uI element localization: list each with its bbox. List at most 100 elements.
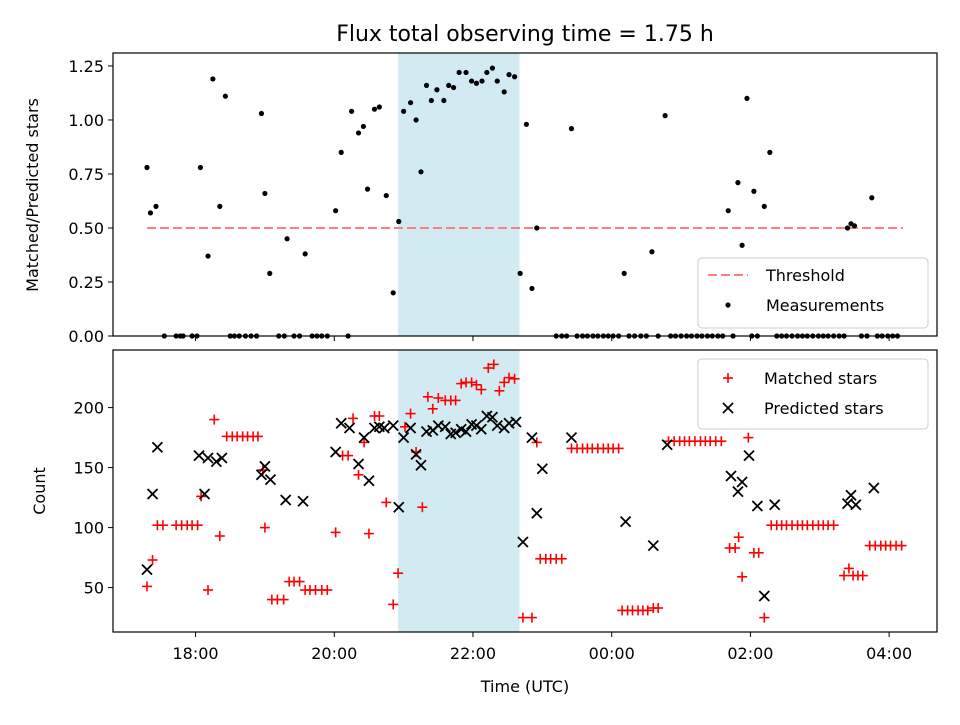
legend-threshold-label: Threshold [765,266,845,285]
predicted-point [216,452,228,464]
cross-b [202,452,214,464]
predicted-point [363,475,375,487]
cross-b [510,416,522,428]
measurement-point [147,210,154,216]
matched-point [433,393,444,403]
matched-point [488,359,499,370]
top-y-tick-label: 0.00 [68,327,104,346]
x-tick-label: 18:00 [172,644,218,663]
measurement-point [434,87,440,93]
cross-b [465,418,478,431]
measurement-point [621,270,627,276]
matched-point [653,603,664,613]
predicted-point [647,539,659,552]
matched-point [499,377,510,388]
predicted-point [536,463,548,475]
matched-point [294,576,305,587]
measurement-point [383,192,389,199]
cross-b [475,423,487,435]
predicted-point [439,421,451,433]
cross-b [536,463,548,475]
matched-point [252,431,263,442]
measurement-point [428,97,434,104]
measurement-point [355,130,362,136]
predicted-point [146,488,159,500]
cross-b [769,499,781,511]
cross-b [343,422,356,434]
predicted-point [193,449,205,462]
cross-b [455,423,467,435]
measurement-point [258,110,265,117]
matched-point [363,528,374,539]
matched-point [417,502,428,513]
predicted-point [845,489,857,501]
predicted-point [404,422,417,434]
matched-point [456,378,467,389]
cross-b [486,411,499,423]
top-ticks: 0.00 0.25 0.50 0.75 1.00 1.25 [68,57,890,346]
predicted-point [758,590,770,602]
top-legend-box [697,257,929,329]
top-panel: 0.00 0.25 0.50 0.75 1.00 1.25 Matched/Predict… [23,52,938,346]
predicted-point [410,448,422,461]
predicted-point [397,431,410,444]
matched-point [839,570,850,581]
measurement-point [262,190,268,197]
cross-b [404,422,417,434]
measurement-point [450,84,457,91]
cross-b [141,563,153,576]
matched-point [753,547,764,558]
x-tick-label: 00:00 [589,644,635,663]
matched-point [526,612,537,623]
predicted-point [725,470,737,482]
cross-b [373,421,385,433]
matched-point [393,568,404,579]
cross-b [758,590,770,602]
matched-point [716,436,727,447]
predicted-point [198,488,211,500]
x-tick-label: 02:00 [727,644,773,663]
cross-b [280,494,292,506]
predicted-point [491,419,503,432]
predicted-point [259,460,271,473]
legend-measurement-label: Measurements [766,296,884,315]
top-frame [112,52,938,337]
measurement-point [360,123,366,130]
measurement-point [529,285,535,292]
measurement-point [649,249,655,255]
matched-point [214,531,225,541]
measurement-point [761,203,767,209]
bottom-y-tick-label: 150 [73,459,104,478]
x-tick-label: 04:00 [866,644,912,663]
measurement-point [468,78,475,84]
x-tick-label: 20:00 [311,644,357,663]
measurement-point [153,203,159,209]
measurement-point [371,106,378,112]
matched-point [374,411,385,421]
measurement-point [494,78,500,84]
cross-b [751,500,763,512]
matched-point [737,571,748,582]
bottom-ticks: 18:00 20:00 22:00 00:00 02:00 04:00 50 100 150 20… [73,399,912,663]
bottom-legend: Matched stars Predicted stars [697,358,929,430]
measurement-point [390,290,396,296]
cross-b [732,485,744,498]
matched-point [203,585,214,595]
predicted-point [335,417,347,429]
matched-point [556,553,567,564]
measurement-point [364,186,371,192]
bottom-legend-box [697,358,929,430]
cross-b [439,421,451,433]
predicted-point [264,473,277,486]
cross-b [850,499,862,511]
cross-b [565,431,578,444]
cross-b [743,449,755,462]
matched-point [733,532,744,543]
cross-b [503,417,515,429]
cross-b [845,489,857,501]
measurement-point [338,149,344,155]
top-ylabel: Matched/Predicted stars [23,98,42,292]
predicted-point [141,563,153,576]
predicted-point [460,425,472,438]
cross-b [526,431,538,444]
